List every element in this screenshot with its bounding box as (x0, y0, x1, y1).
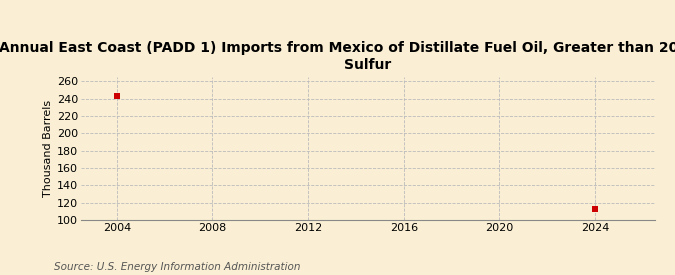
Title: Annual East Coast (PADD 1) Imports from Mexico of Distillate Fuel Oil, Greater t: Annual East Coast (PADD 1) Imports from … (0, 42, 675, 72)
Text: Source: U.S. Energy Information Administration: Source: U.S. Energy Information Administ… (54, 262, 300, 272)
Y-axis label: Thousand Barrels: Thousand Barrels (43, 100, 53, 197)
